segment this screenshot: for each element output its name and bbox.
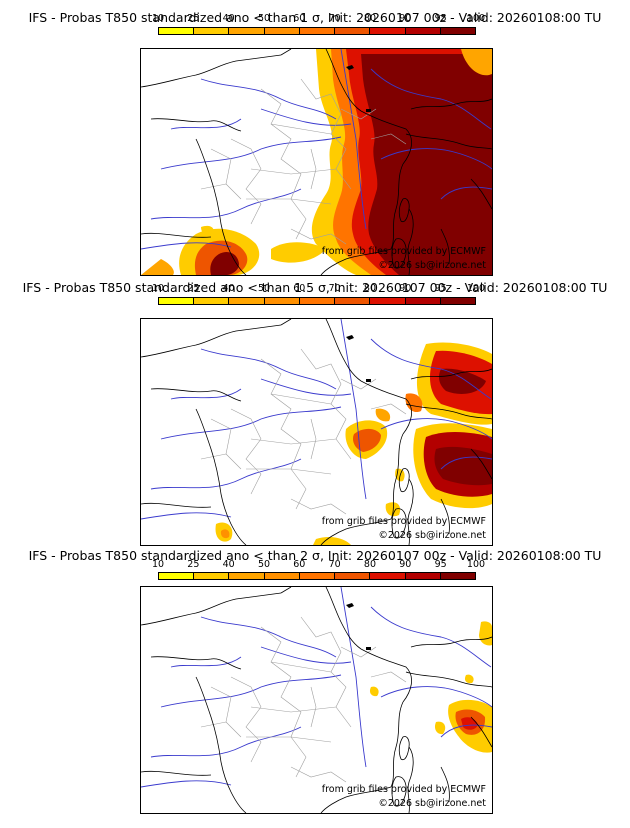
legend-swatch (194, 28, 230, 34)
legend-tick: 25 (187, 13, 200, 24)
legend-swatch (229, 573, 265, 579)
legend-swatch (264, 28, 300, 34)
legend-tick: 100 (466, 559, 486, 570)
legend-tick: 90 (399, 559, 412, 570)
legend-swatch (405, 28, 441, 34)
map-canvas (141, 319, 492, 545)
legend-tick: 70 (328, 559, 341, 570)
legend-tick: 100 (466, 13, 486, 24)
legend-swatch (370, 573, 406, 579)
probability-map: from grib files provided by ECMWF ©2026 … (140, 586, 493, 814)
legend-swatch (194, 573, 230, 579)
legend-swatch (370, 28, 406, 34)
legend-tick: 10 (151, 559, 165, 570)
legend-tick: 40 (222, 559, 235, 570)
legend-swatch (440, 28, 475, 34)
color-legend (158, 572, 476, 580)
probability-field (141, 49, 492, 275)
legend-swatch (229, 28, 265, 34)
source-credit: from grib files provided by ECMWF (321, 246, 486, 257)
legend-tick: 70 (328, 13, 341, 24)
legend-swatch (159, 298, 195, 304)
legend-tick: 50 (257, 283, 271, 294)
legend-tick: 60 (293, 13, 306, 24)
legend-tick: 60 (293, 559, 306, 570)
legend-swatch (194, 298, 230, 304)
map-panel-3: IFS - Probas T850 standardized ano < tha… (0, 540, 630, 814)
map-panel-1: IFS - Probas T850 standardized ano < tha… (0, 0, 630, 276)
legend-swatch (229, 298, 265, 304)
legend-swatch (440, 298, 475, 304)
legend-swatch (299, 28, 336, 34)
legend-swatch (335, 28, 371, 34)
legend-tick: 25 (187, 559, 200, 570)
legend-ticks: 10 25 40 50 60 70 80 90 95 100 (152, 559, 485, 571)
probability-map: from grib files provided by ECMWF ©2026 … (140, 318, 493, 546)
panel-title: IFS - Probas T850 standardized ano < tha… (22, 280, 608, 295)
legend-tick: 80 (363, 559, 377, 570)
probability-field (215, 342, 492, 545)
legend-swatch (405, 298, 441, 304)
legend-tick: 95 (434, 13, 447, 24)
legend-tick: 50 (257, 13, 271, 24)
legend-swatch (335, 298, 371, 304)
source-credit: from grib files provided by ECMWF (321, 784, 486, 795)
map-canvas (141, 49, 492, 275)
legend-swatch (335, 573, 371, 579)
legend-swatch (370, 298, 406, 304)
color-legend (158, 297, 476, 305)
legend-tick: 70 (328, 283, 341, 294)
legend-tick: 80 (363, 13, 377, 24)
legend-tick: 95 (434, 283, 447, 294)
legend-tick: 90 (399, 13, 412, 24)
map-canvas (141, 587, 492, 813)
legend-tick: 60 (293, 283, 306, 294)
legend-tick: 40 (222, 283, 235, 294)
legend-swatch (264, 573, 300, 579)
legend-swatch (299, 298, 336, 304)
legend-tick: 40 (222, 13, 235, 24)
legend-swatch (405, 573, 441, 579)
legend-ticks: 10 25 40 50 60 70 80 90 95 100 (152, 13, 485, 25)
legend-swatch (440, 573, 475, 579)
copyright-credit: ©2026 sb@irizone.net (378, 260, 486, 271)
legend-tick: 100 (466, 283, 486, 294)
color-legend (158, 27, 476, 35)
source-credit: from grib files provided by ECMWF (321, 516, 486, 527)
legend-tick: 80 (363, 283, 377, 294)
legend-tick: 10 (151, 13, 165, 24)
panel-title: IFS - Probas T850 standardized ano < tha… (28, 548, 602, 563)
copyright-credit: ©2026 sb@irizone.net (378, 530, 486, 541)
legend-swatch (299, 573, 336, 579)
copyright-credit: ©2026 sb@irizone.net (378, 798, 486, 809)
legend-tick: 90 (399, 283, 412, 294)
legend-swatch (159, 573, 195, 579)
legend-swatch (159, 28, 195, 34)
map-panel-2: IFS - Probas T850 standardized ano < tha… (0, 270, 630, 546)
legend-tick: 10 (151, 283, 165, 294)
legend-tick: 25 (187, 283, 200, 294)
probability-map: from grib files provided by ECMWF ©2026 … (140, 48, 493, 276)
legend-ticks: 10 25 40 50 60 70 80 90 95 100 (152, 283, 485, 295)
panel-title: IFS - Probas T850 standardized ano < tha… (28, 10, 602, 25)
legend-swatch (264, 298, 300, 304)
legend-tick: 95 (434, 559, 447, 570)
legend-tick: 50 (257, 559, 271, 570)
